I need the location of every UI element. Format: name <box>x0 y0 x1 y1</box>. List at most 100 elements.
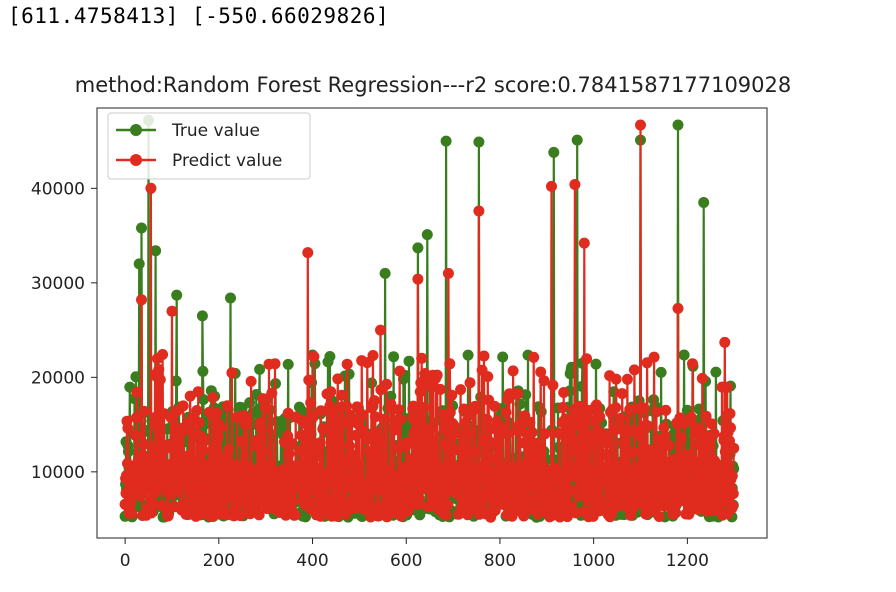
legend-predict-marker <box>130 154 142 166</box>
predict-value-point <box>252 434 264 446</box>
true-value-point <box>497 351 509 363</box>
predict-value-point <box>434 383 446 395</box>
predict-value-point <box>670 507 682 519</box>
predict-value-point <box>131 386 143 398</box>
predict-value-point <box>210 453 221 465</box>
predict-value-point <box>211 407 223 419</box>
predict-value-point <box>286 438 298 449</box>
predict-value-point <box>412 273 424 285</box>
predict-value-point <box>129 429 141 441</box>
predict-value-point <box>489 400 501 412</box>
predict-value-point <box>286 496 298 508</box>
predict-value-point <box>648 351 660 363</box>
predict-value-point <box>557 402 569 413</box>
legend-true-label: True value <box>171 121 260 141</box>
predict-value-point <box>672 302 684 314</box>
predict-value-point <box>635 119 646 131</box>
predict-value-point <box>122 422 134 434</box>
predict-value-point <box>728 442 740 454</box>
legend-box <box>107 112 311 180</box>
true-value-point <box>710 366 722 378</box>
predict-value-point <box>621 373 633 385</box>
predict-value-point <box>193 417 205 429</box>
legend: True value Predict value <box>107 112 311 180</box>
predict-value-point <box>455 384 467 396</box>
predict-value-point <box>356 409 368 420</box>
predict-value-point <box>420 482 432 494</box>
predict-value-point <box>417 434 429 446</box>
predict-value-point <box>569 179 581 190</box>
predict-value-point <box>462 509 474 521</box>
predict-value-point <box>166 305 178 317</box>
predict-value-point <box>269 358 281 370</box>
predict-value-point <box>402 436 414 448</box>
predict-value-point <box>394 365 406 377</box>
predict-value-point <box>469 400 481 412</box>
predict-value-point <box>468 446 480 458</box>
predict-value-point <box>534 445 546 457</box>
predict-value-point <box>528 351 540 363</box>
predict-value-point <box>283 448 295 460</box>
predict-value-point <box>610 373 622 385</box>
predict-value-point <box>369 411 381 423</box>
predict-value-point <box>724 408 736 420</box>
predict-value-point <box>299 417 311 429</box>
predict-value-point <box>485 423 497 435</box>
x-tick-label: 0 <box>120 551 131 571</box>
y-axis: 10000 20000 30000 40000 <box>31 179 97 483</box>
true-value-point <box>388 351 400 363</box>
true-value-point <box>412 242 424 254</box>
true-value-point <box>170 375 182 387</box>
predict-value-point <box>549 462 561 474</box>
x-tick-label: 400 <box>296 551 328 571</box>
true-value-point <box>254 363 266 375</box>
true-value-point <box>300 511 311 523</box>
predict-value-point <box>256 446 268 458</box>
predict-value-point <box>413 493 425 504</box>
predict-value-point <box>440 509 452 521</box>
predict-value-point <box>423 424 435 435</box>
predict-value-point <box>368 395 380 407</box>
predict-value-point <box>197 445 209 457</box>
x-axis: 0 200 400 600 800 1000 1200 <box>120 538 709 571</box>
predict-value-point <box>591 486 603 498</box>
predict-value-point <box>687 358 698 370</box>
predict-value-point <box>212 432 224 444</box>
predict-value-point <box>706 418 718 430</box>
predict-value-point <box>510 480 522 492</box>
predict-value-point <box>633 430 645 442</box>
true-value-point <box>672 119 684 131</box>
true-value-point <box>571 134 583 146</box>
predict-value-point <box>584 429 596 441</box>
predict-value-point <box>365 448 377 460</box>
predict-value-point <box>393 404 405 416</box>
predict-value-point <box>696 372 708 384</box>
predict-value-point <box>460 443 472 455</box>
true-value-point <box>130 371 142 383</box>
predict-value-point <box>478 350 490 362</box>
predict-value-point <box>526 426 538 438</box>
predict-value-point <box>708 428 720 440</box>
predict-value-point <box>215 422 227 434</box>
predict-value-point <box>489 504 501 516</box>
predict-value-point <box>679 464 691 475</box>
predict-value-point <box>368 501 380 513</box>
predict-value-point <box>727 500 739 512</box>
true-value-point <box>225 292 236 304</box>
predict-value-point <box>588 465 600 477</box>
predict-value-point <box>315 405 327 417</box>
predict-value-point <box>524 416 536 428</box>
predict-value-point <box>162 510 174 522</box>
predict-value-point <box>378 413 390 425</box>
predict-value-point <box>148 498 160 510</box>
true-value-point <box>136 222 147 234</box>
predict-value-point <box>658 422 670 434</box>
predict-value-point <box>567 433 579 445</box>
predict-value-point <box>620 428 632 440</box>
predict-value-point <box>628 364 640 376</box>
true-value-point <box>171 289 183 301</box>
predict-value-point <box>375 324 386 336</box>
predict-value-point <box>464 377 476 389</box>
predict-value-point <box>535 366 547 378</box>
predict-value-point <box>675 432 687 444</box>
